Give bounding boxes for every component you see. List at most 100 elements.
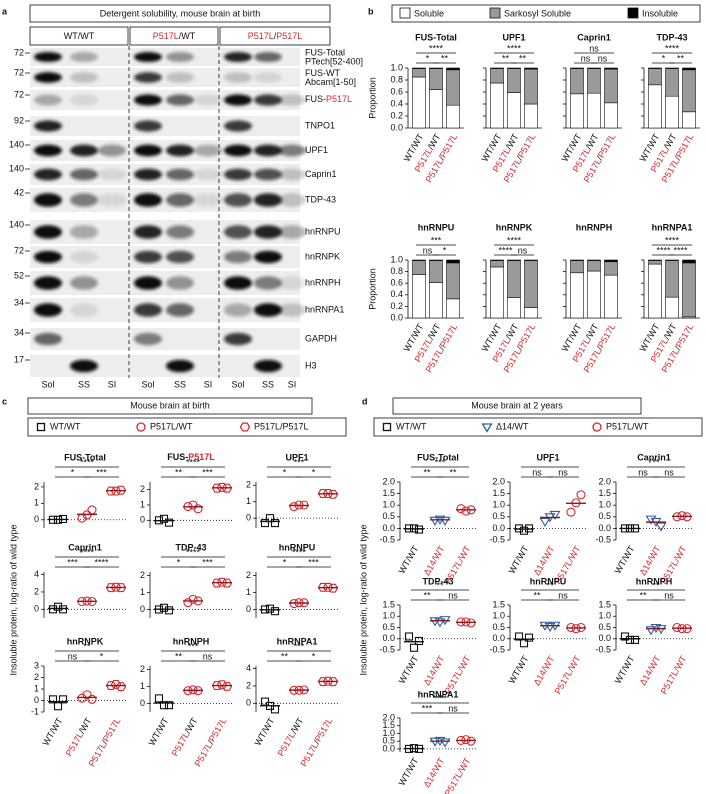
band: [70, 72, 98, 83]
x-tick-label-part: Δ14/WT: [532, 654, 557, 688]
significance-label: *: [312, 651, 316, 661]
band: [70, 250, 98, 264]
legend-marker: [382, 422, 392, 432]
bar-segment: [648, 260, 662, 265]
significance-label: *: [443, 245, 447, 255]
protein-label: FUS-P517L: [305, 94, 352, 104]
x-tick-label-part: Δ14/WT: [422, 756, 447, 790]
x-tick-label-part: /WT: [584, 132, 601, 152]
significance-label: ****: [498, 245, 513, 255]
panel-title: UPF1: [285, 452, 308, 462]
bar-segment: [570, 260, 584, 274]
significance-label: ****: [94, 557, 109, 567]
point: [645, 515, 657, 525]
y-tick-label: -1: [31, 706, 39, 716]
y-tick-label: 1: [140, 681, 145, 691]
y-tick-label: 0.5: [382, 736, 395, 746]
band: [224, 332, 252, 346]
x-tick-label-part: /WT: [662, 322, 679, 342]
point: [265, 604, 275, 613]
panel-title: hnRNPU: [418, 222, 455, 232]
significance-label: ns: [558, 467, 568, 477]
bar-segment: [604, 68, 618, 104]
band: [224, 276, 252, 290]
bar-segment: [446, 262, 460, 300]
significance-label: **: [175, 467, 183, 477]
significance-label: ****: [186, 457, 201, 467]
legend-box: [27, 417, 347, 437]
protein-label: H3: [305, 360, 317, 370]
antibody-label: Abcam[1-50]: [305, 77, 356, 87]
y-tick-label: 2: [246, 570, 251, 580]
bar-segment: [570, 93, 584, 129]
point: [576, 490, 586, 500]
genotype-label-part: WT/WT: [64, 31, 95, 41]
y-tick-label: 1.0: [492, 611, 505, 621]
significance-label: ***: [294, 457, 305, 467]
point: [539, 517, 551, 528]
bar-segment: [665, 95, 679, 129]
y-tick-label: -0.5: [489, 644, 505, 654]
point: [58, 605, 68, 614]
y-tick-label: -0.5: [595, 534, 611, 544]
point: [110, 679, 122, 689]
genotype-label-part: /: [274, 31, 277, 41]
legend-swatch: [489, 7, 501, 19]
band: [70, 168, 98, 181]
y-tick-label: 1: [140, 587, 145, 597]
panel-title: hnRNPA1: [418, 689, 459, 699]
genotype-box: [219, 26, 331, 46]
y-tick-label: 3: [34, 660, 39, 670]
point: [164, 518, 174, 527]
panel-letter: a: [2, 6, 8, 16]
y-tick-label: 1.5: [382, 488, 395, 498]
point: [159, 701, 169, 710]
antibody-label: PTech[52-400]: [305, 56, 363, 66]
significance-label: ns: [558, 590, 568, 600]
panel-title-part: P517L: [188, 452, 215, 462]
bar-segment: [587, 67, 601, 69]
significance-label: **: [423, 590, 431, 600]
y-tick-label: 1: [34, 498, 39, 508]
point: [655, 522, 667, 532]
y-tick-label: 0.0: [598, 523, 611, 533]
x-tick-label-part: /WT: [77, 716, 94, 736]
band: [70, 225, 98, 239]
x-tick-label-part: /WT: [662, 132, 679, 152]
blot-strip: [30, 328, 300, 350]
band: [224, 144, 252, 157]
point: [270, 607, 280, 616]
bar-segment: [665, 259, 679, 261]
point: [164, 701, 174, 710]
y-tick-label: 1.5: [598, 488, 611, 498]
significance-label: **: [546, 580, 554, 590]
legend-label: Soluble: [414, 8, 444, 18]
bar-segment: [665, 296, 679, 319]
bar-segment: [507, 297, 521, 319]
band: [134, 168, 162, 181]
x-tick-label-part: Δ14/WT: [422, 544, 447, 578]
bar-segment: [570, 272, 584, 319]
y-tick-label: 1.0: [492, 500, 505, 510]
band: [98, 168, 126, 181]
band: [98, 144, 126, 157]
fraction-label: SS: [174, 379, 186, 389]
y-tick-label: 0.0: [492, 633, 505, 643]
protein-label: UPF1: [305, 145, 328, 155]
bar-segment: [524, 307, 538, 319]
y-tick-label: 2: [34, 481, 39, 491]
y-tick-label: 0.5: [492, 511, 505, 521]
y-tick-label: 0.6: [390, 278, 403, 288]
genotype-label-part: P517L: [276, 31, 302, 41]
protein-label: hnRNPK: [305, 251, 340, 261]
bar-segment: [507, 68, 521, 93]
bar-segment: [507, 92, 521, 129]
y-tick-label: 1: [246, 496, 251, 506]
y-tick-label: 0.6: [390, 86, 403, 96]
bar-segment: [412, 259, 426, 261]
band: [166, 72, 194, 83]
x-tick-label-part: /: [595, 154, 605, 162]
significance-label: ns: [518, 245, 528, 255]
significance-label: **: [441, 53, 449, 63]
significance-label: **: [281, 651, 289, 661]
